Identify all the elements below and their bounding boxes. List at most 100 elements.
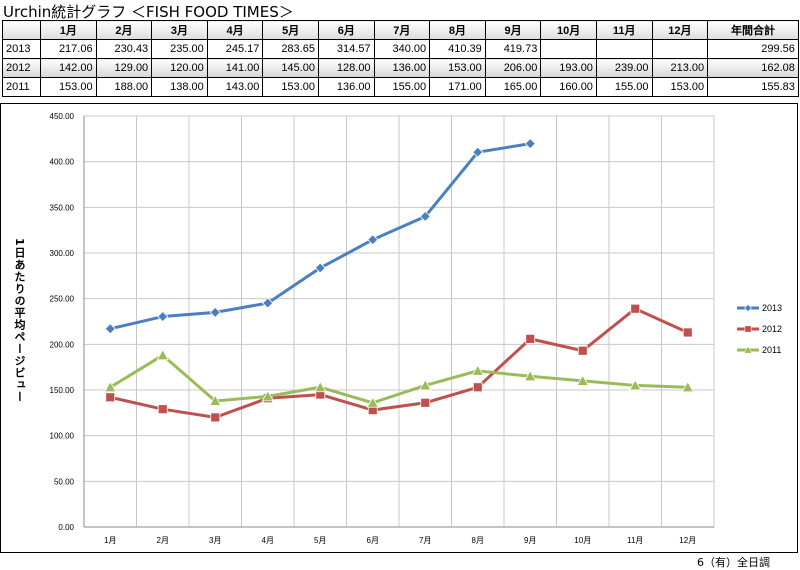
table-cell: 141.00 [206,58,264,78]
table-corner-cell [2,20,41,40]
series-line-2012 [109,307,689,419]
table-cell: 153.00 [40,77,97,97]
table-cell: 142.00 [40,58,97,78]
column-header: 5月 [262,20,319,40]
table-cell: 162.08 [707,58,799,78]
data-point-2011 [629,379,642,391]
table-cell: 145.00 [262,58,319,78]
series-line-2011 [109,353,688,405]
column-header: 8月 [429,20,486,40]
y-tick-label: 450.00 [50,112,75,121]
table-cell: 340.00 [373,39,431,59]
data-point-2013 [262,297,274,309]
x-tick-label: 11月 [627,536,643,545]
y-tick-label: 300.00 [50,249,75,258]
legend-marker-2011 [743,345,753,354]
data-point-2013 [472,146,484,158]
data-point-2013 [314,262,326,274]
x-tick-label: 5月 [314,536,326,545]
table-cell: 155.00 [373,77,431,97]
table-cell: 136.00 [317,77,375,97]
x-tick-label: 10月 [574,536,591,545]
legend-marker-2012 [744,325,752,333]
table-cell: 165.00 [484,77,542,97]
data-point-2013 [419,210,431,223]
row-label: 2013 [2,39,41,59]
table-cell: 155.83 [707,77,799,97]
data-point-2011 [261,390,274,402]
y-tick-label: 400.00 [50,158,75,167]
column-header: 1月 [40,20,97,40]
table-cell: 160.00 [540,77,597,97]
y-tick-label: 200.00 [50,340,75,349]
data-point-2012 [682,327,693,338]
column-header: 年間合計 [707,20,799,40]
column-header: 4月 [206,20,264,40]
table-cell: 283.65 [262,39,319,59]
data-point-2011 [524,369,537,382]
data-point-2011 [314,380,327,393]
data-point-2012 [472,382,483,393]
table-cell: 171.00 [429,77,486,97]
stats-table: 1月 2月 3月 4月 5月 6月 7月 8月 9月 10月 11月 12月 年… [2,20,799,97]
table-cell: 188.00 [95,77,153,97]
data-point-2012 [577,345,588,356]
y-tick-label: 0.00 [58,523,74,532]
series-line-2013 [109,142,531,331]
table-row: 2013 217.06 230.43 235.00 245.17 283.65 … [2,39,799,59]
table-cell: 120.00 [151,58,208,78]
x-tick-label: 3月 [209,536,221,545]
table-cell: 143.00 [206,77,264,97]
column-header: 2月 [95,20,153,40]
table-row: 2012 142.00 129.00 120.00 141.00 145.00 … [2,58,799,78]
data-point-2011 [419,379,432,391]
data-point-2011 [366,396,379,408]
column-header: 10月 [540,20,597,40]
x-tick-label: 9月 [524,536,536,545]
data-point-2011 [576,374,589,386]
table-cell: 155.00 [595,77,653,97]
table-cell: 239.00 [595,58,653,78]
table-cell: 129.00 [95,58,153,78]
data-point-2012 [630,303,641,314]
column-header: 6月 [317,20,375,40]
grid-lines [83,115,715,528]
data-point-2013 [209,306,221,318]
y-tick-label: 150.00 [50,386,75,395]
data-point-2011 [156,348,169,361]
x-tick-label: 12月 [679,536,696,545]
legend-marker-2013 [744,304,752,312]
page-title: Urchin統計グラフ ＜FISH FOOD TIMES＞ [3,3,294,21]
y-axis-label: 1日あたりの平均ページビュー [13,238,26,403]
data-point-2011 [471,364,484,376]
table-cell: 217.06 [40,39,97,59]
data-point-2013 [157,310,169,323]
x-tick-label: 7月 [419,536,431,545]
footer-note: 6（有）全日調 [697,556,770,569]
column-header: 12月 [651,20,709,40]
row-label: 2012 [2,58,41,78]
table-header-row: 1月 2月 3月 4月 5月 6月 7月 8月 9月 10月 11月 12月 年… [2,20,799,40]
x-tick-label: 2月 [157,536,169,545]
x-tick-label: 8月 [472,536,484,545]
table-cell: 153.00 [651,77,709,97]
x-tick-label: 4月 [262,536,274,545]
data-point-2012 [210,412,221,423]
data-point-2011 [209,394,222,406]
x-tick-label: 1月 [104,536,116,545]
data-point-2012 [105,392,116,403]
data-point-2012 [157,404,168,415]
data-point-2011 [681,380,694,393]
data-point-2013 [367,234,379,246]
legend-label: 2012 [762,324,782,334]
y-tick-label: 100.00 [50,432,75,441]
data-point-2013 [104,323,116,335]
table-cell: 128.00 [317,58,375,78]
row-label: 2011 [2,77,41,97]
data-point-2011 [104,380,117,393]
data-point-2012 [420,397,431,408]
table-cell: 230.43 [95,39,153,59]
table-row: 2011 153.00 188.00 138.00 143.00 153.00 … [2,77,799,97]
data-point-2013 [524,138,536,150]
